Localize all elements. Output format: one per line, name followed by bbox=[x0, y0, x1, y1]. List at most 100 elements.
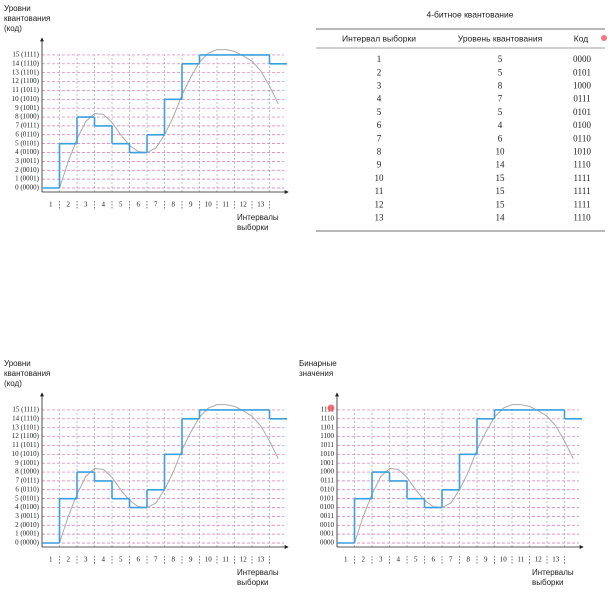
y-tick-label: 0 (0000) bbox=[15, 539, 40, 547]
y-tick-label: 0 (0000) bbox=[15, 184, 40, 192]
y-tick-label: 1010 bbox=[320, 450, 335, 458]
y-axis-label: квантования bbox=[4, 14, 50, 23]
table-cell: 1000 bbox=[573, 80, 592, 90]
y-tick-label: 7 (0111) bbox=[16, 477, 40, 485]
x-tick-label: 5 bbox=[119, 556, 123, 564]
table: 4-битное квантование Интервал выборки Уров… bbox=[316, 9, 605, 232]
y-tick-label: 11 (1011) bbox=[12, 86, 40, 94]
table-cell: 10 bbox=[496, 146, 506, 156]
y-tick-label: 10 (1010) bbox=[12, 95, 40, 103]
y-tick-label: 0110 bbox=[320, 485, 334, 493]
x-tick-label: 10 bbox=[205, 556, 213, 564]
y-tick-label: 15 (1111) bbox=[12, 51, 39, 59]
y-tick-label: 1 (0001) bbox=[15, 530, 40, 538]
x-tick-label: 4 bbox=[102, 201, 106, 209]
table-header: Интервал выборки bbox=[342, 33, 416, 43]
table-cell: 8 bbox=[377, 146, 382, 156]
cursor-dot bbox=[327, 404, 335, 412]
x-tick-label: 10 bbox=[500, 556, 508, 564]
x-tick-label: 13 bbox=[552, 556, 560, 564]
y-axis-label: Уровни bbox=[4, 4, 31, 13]
x-tick-label: 3 bbox=[84, 556, 88, 564]
x-tick-label: 5 bbox=[119, 201, 123, 209]
x-tick-label: 12 bbox=[240, 201, 248, 209]
x-tick-label: 10 bbox=[205, 201, 213, 209]
table-cell: 1111 bbox=[574, 186, 591, 196]
table-cell: 15 bbox=[496, 186, 506, 196]
y-tick-label: 1111 bbox=[321, 406, 335, 414]
y-axis-label: квантования bbox=[4, 369, 50, 378]
table-cell: 5 bbox=[377, 107, 382, 117]
table-cell: 14 bbox=[496, 212, 506, 222]
x-tick-label: 7 bbox=[449, 556, 453, 564]
y-tick-label: 4 (0100) bbox=[15, 503, 40, 511]
y-tick-label: 12 (1100) bbox=[12, 432, 40, 440]
y-tick-label: 0111 bbox=[321, 477, 335, 485]
table-cell: 1 bbox=[377, 54, 382, 64]
y-tick-label: 0010 bbox=[320, 521, 335, 529]
table-cell: 2 bbox=[377, 67, 382, 77]
table-cell: 1110 bbox=[573, 160, 591, 170]
table-cell: 1110 bbox=[573, 212, 591, 222]
analog-signal bbox=[354, 404, 574, 544]
table-cell: 15 bbox=[496, 173, 506, 183]
y-tick-label: 7 (0111) bbox=[16, 122, 40, 130]
x-tick-label: 6 bbox=[137, 556, 141, 564]
table-header: Код bbox=[574, 33, 588, 43]
table-cell: 10 bbox=[375, 173, 385, 183]
x-tick-label: 8 bbox=[172, 201, 176, 209]
y-tick-label: 0001 bbox=[320, 530, 335, 538]
x-tick-label: 2 bbox=[67, 201, 71, 209]
table-cell: 0101 bbox=[573, 67, 591, 77]
table-cell: 0101 bbox=[573, 107, 591, 117]
x-axis-label: Интервалы bbox=[237, 213, 279, 222]
table-cell: 12 bbox=[375, 199, 384, 209]
x-tick-label: 6 bbox=[137, 201, 141, 209]
y-tick-label: 2 (0010) bbox=[15, 521, 40, 529]
y-axis-label: Уровни bbox=[4, 359, 31, 368]
table-cell: 7 bbox=[377, 133, 382, 143]
y-axis-label: значения bbox=[299, 369, 333, 378]
y-tick-label: 1101 bbox=[320, 423, 334, 431]
x-tick-label: 2 bbox=[67, 556, 71, 564]
x-tick-label: 4 bbox=[397, 556, 401, 564]
x-tick-label: 3 bbox=[84, 201, 88, 209]
table-cell: 9 bbox=[377, 160, 382, 170]
x-axis-label: Интервалы bbox=[237, 568, 279, 577]
y-tick-label: 11 (1011) bbox=[12, 441, 40, 449]
table-cell: 15 bbox=[496, 199, 506, 209]
y-tick-label: 1000 bbox=[320, 468, 335, 476]
x-tick-label: 2 bbox=[362, 556, 366, 564]
table-cell: 0111 bbox=[573, 94, 590, 104]
x-tick-label: 5 bbox=[414, 556, 418, 564]
y-tick-label: 5 (0101) bbox=[15, 494, 40, 502]
y-tick-label: 1100 bbox=[320, 432, 334, 440]
x-tick-label: 9 bbox=[484, 556, 488, 564]
table-cell: 8 bbox=[498, 80, 503, 90]
table-cell: 5 bbox=[498, 54, 503, 64]
x-tick-label: 9 bbox=[189, 201, 193, 209]
y-tick-label: 0011 bbox=[320, 512, 334, 520]
x-tick-label: 7 bbox=[154, 556, 158, 564]
x-tick-label: 11 bbox=[222, 201, 229, 209]
cursor-dot bbox=[601, 35, 607, 41]
analog-signal bbox=[59, 404, 279, 544]
y-tick-label: 6 (0110) bbox=[15, 485, 39, 493]
y-tick-label: 13 (1101) bbox=[12, 423, 40, 431]
x-tick-label: 1 bbox=[344, 556, 348, 564]
y-tick-label: 15 (1111) bbox=[12, 406, 39, 414]
y-tick-label: 8 (1000) bbox=[15, 113, 40, 121]
x-axis-label: Интервалы bbox=[532, 568, 574, 577]
y-tick-label: 13 (1101) bbox=[12, 68, 40, 76]
table-cell: 1010 bbox=[573, 146, 592, 156]
table-cell: 6 bbox=[377, 120, 382, 130]
y-axis-label: Бинарные bbox=[299, 359, 337, 368]
y-tick-label: 1 (0001) bbox=[15, 175, 40, 183]
x-tick-label: 12 bbox=[240, 556, 248, 564]
table-cell: 3 bbox=[377, 80, 382, 90]
y-tick-label: 0000 bbox=[320, 539, 335, 547]
x-tick-label: 1 bbox=[49, 556, 53, 564]
